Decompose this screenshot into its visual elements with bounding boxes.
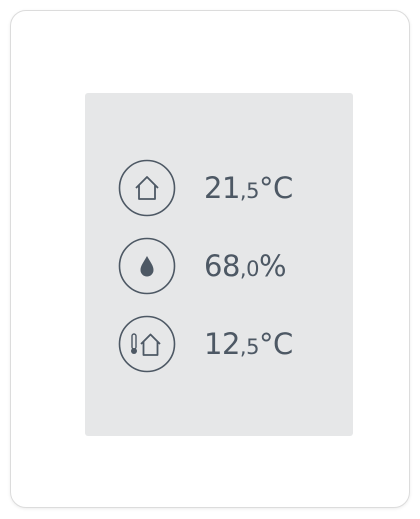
humidity: 68,0%	[204, 249, 287, 283]
indoor-temp: 21,5°C	[204, 171, 293, 205]
outdoor-temp: 12,5°C	[204, 327, 293, 361]
integer: 12	[204, 327, 240, 361]
drop-icon	[118, 237, 176, 295]
indoor-temp-row: 21,5°C	[117, 158, 293, 218]
outdoor-temp-row: 12,5°C	[117, 314, 293, 374]
unit: %	[258, 249, 287, 283]
thermo-house-icon	[118, 315, 176, 373]
decimal: ,5	[239, 335, 260, 359]
display-panel	[85, 93, 353, 436]
integer: 68	[204, 249, 240, 283]
decimal: ,0	[239, 257, 260, 281]
integer: 21	[204, 171, 240, 205]
humidity-row: 68,0%	[117, 236, 287, 296]
decimal: ,5	[239, 179, 260, 203]
unit: °C	[258, 171, 293, 205]
unit: °C	[258, 327, 293, 361]
house-icon	[118, 159, 176, 217]
